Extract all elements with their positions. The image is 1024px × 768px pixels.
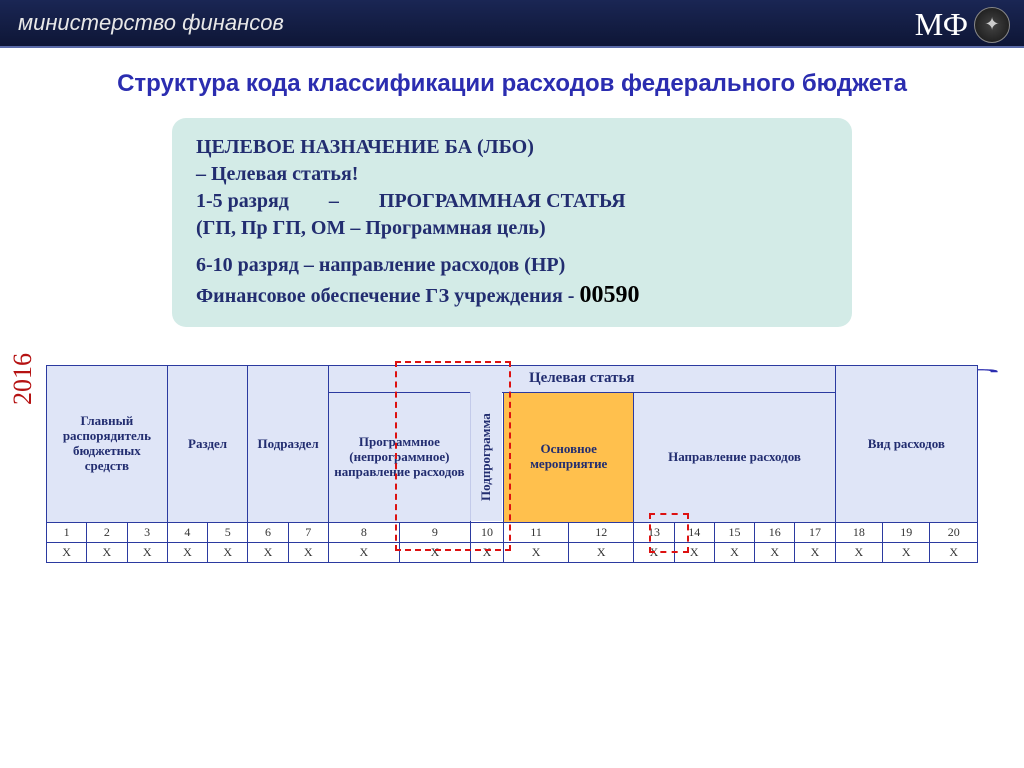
x-cell: X bbox=[714, 542, 754, 562]
code-table-wrap: 2016 Главный распорядитель бюджетных сре… bbox=[46, 365, 978, 562]
x-cell: X bbox=[248, 542, 288, 562]
code-table: Главный распорядитель бюджетных средств … bbox=[46, 365, 978, 562]
number-row: 1234567891011121314151617181920 bbox=[47, 522, 978, 542]
x-cell: X bbox=[930, 542, 978, 562]
x-cell: X bbox=[634, 542, 674, 562]
num-cell: 19 bbox=[883, 522, 930, 542]
num-cell: 13 bbox=[634, 522, 674, 542]
x-cell: X bbox=[504, 542, 569, 562]
brace-row: ︷ ︷ ︷ ︷ ︷ bbox=[46, 339, 978, 365]
info-line-5: 6-10 разряд – направление расходов (НР) bbox=[196, 252, 828, 279]
x-cell: X bbox=[755, 542, 795, 562]
ministry-title: министерство финансов bbox=[18, 10, 284, 36]
x-cell: X bbox=[795, 542, 835, 562]
th-program: Программное (непрограммное) направление … bbox=[328, 392, 470, 522]
num-cell: 6 bbox=[248, 522, 288, 542]
th-podrazdel: Подраздел bbox=[248, 366, 329, 522]
logo: МФ ✦ bbox=[915, 6, 1010, 43]
info-line-3: 1-5 разряд – ПРОГРАММНАЯ СТАТЬЯ bbox=[196, 188, 828, 215]
num-cell: 14 bbox=[674, 522, 714, 542]
info-line-6b: 00590 bbox=[579, 282, 639, 308]
th-direction: Направление расходов bbox=[634, 392, 835, 522]
x-cell: X bbox=[47, 542, 87, 562]
x-cell: X bbox=[167, 542, 207, 562]
x-cell: X bbox=[288, 542, 328, 562]
th-subprogram: Подпрограмма bbox=[470, 392, 503, 522]
info-line-6: Финансовое обеспечение ГЗ учреждения - 0… bbox=[196, 279, 828, 311]
num-cell: 5 bbox=[208, 522, 248, 542]
num-cell: 9 bbox=[399, 522, 470, 542]
x-cell: X bbox=[328, 542, 399, 562]
x-cell: X bbox=[569, 542, 634, 562]
num-cell: 11 bbox=[504, 522, 569, 542]
th-razdel: Раздел bbox=[167, 366, 248, 522]
num-cell: 15 bbox=[714, 522, 754, 542]
num-cell: 8 bbox=[328, 522, 399, 542]
x-cell: X bbox=[883, 542, 930, 562]
num-cell: 4 bbox=[167, 522, 207, 542]
th-main-event: Основное мероприятие bbox=[504, 392, 634, 522]
slide-title: Структура кода классификации расходов фе… bbox=[26, 70, 998, 98]
info-line-1: ЦЕЛЕВОЕ НАЗНАЧЕНИЕ БА (ЛБО) bbox=[196, 134, 828, 161]
x-cell: X bbox=[399, 542, 470, 562]
info-line-3a: 1-5 разряд bbox=[196, 190, 289, 212]
num-cell: 3 bbox=[127, 522, 167, 542]
info-line-4: (ГП, Пр ГП, ОМ – Программная цель) bbox=[196, 215, 828, 242]
th-target-article: Целевая статья bbox=[328, 366, 835, 392]
x-cell: X bbox=[835, 542, 882, 562]
x-cell: X bbox=[87, 542, 127, 562]
num-cell: 17 bbox=[795, 522, 835, 542]
x-cell: X bbox=[674, 542, 714, 562]
num-cell: 18 bbox=[835, 522, 882, 542]
info-line-6a: Финансовое обеспечение ГЗ учреждения - bbox=[196, 285, 579, 307]
th-vid: Вид расходов bbox=[835, 366, 977, 522]
num-cell: 2 bbox=[87, 522, 127, 542]
info-line-3b: – bbox=[329, 190, 339, 212]
info-box: ЦЕЛЕВОЕ НАЗНАЧЕНИЕ БА (ЛБО) – Целевая ст… bbox=[172, 118, 852, 327]
num-cell: 16 bbox=[755, 522, 795, 542]
x-row: XXXXXXXXXXXXXXXXXXXX bbox=[47, 542, 978, 562]
th-grbs: Главный распорядитель бюджетных средств bbox=[47, 366, 168, 522]
x-cell: X bbox=[470, 542, 503, 562]
x-cell: X bbox=[127, 542, 167, 562]
year-label: 2016 bbox=[8, 353, 38, 405]
slide-body: Структура кода классификации расходов фе… bbox=[0, 48, 1024, 563]
emblem-icon: ✦ bbox=[974, 7, 1010, 43]
num-cell: 12 bbox=[569, 522, 634, 542]
info-line-2: – Целевая статья! bbox=[196, 161, 828, 188]
num-cell: 10 bbox=[470, 522, 503, 542]
num-cell: 20 bbox=[930, 522, 978, 542]
logo-text: МФ bbox=[915, 6, 968, 43]
info-line-3c: ПРОГРАММНАЯ СТАТЬЯ bbox=[379, 190, 626, 212]
x-cell: X bbox=[208, 542, 248, 562]
num-cell: 1 bbox=[47, 522, 87, 542]
num-cell: 7 bbox=[288, 522, 328, 542]
header-bar: министерство финансов МФ ✦ bbox=[0, 0, 1024, 48]
